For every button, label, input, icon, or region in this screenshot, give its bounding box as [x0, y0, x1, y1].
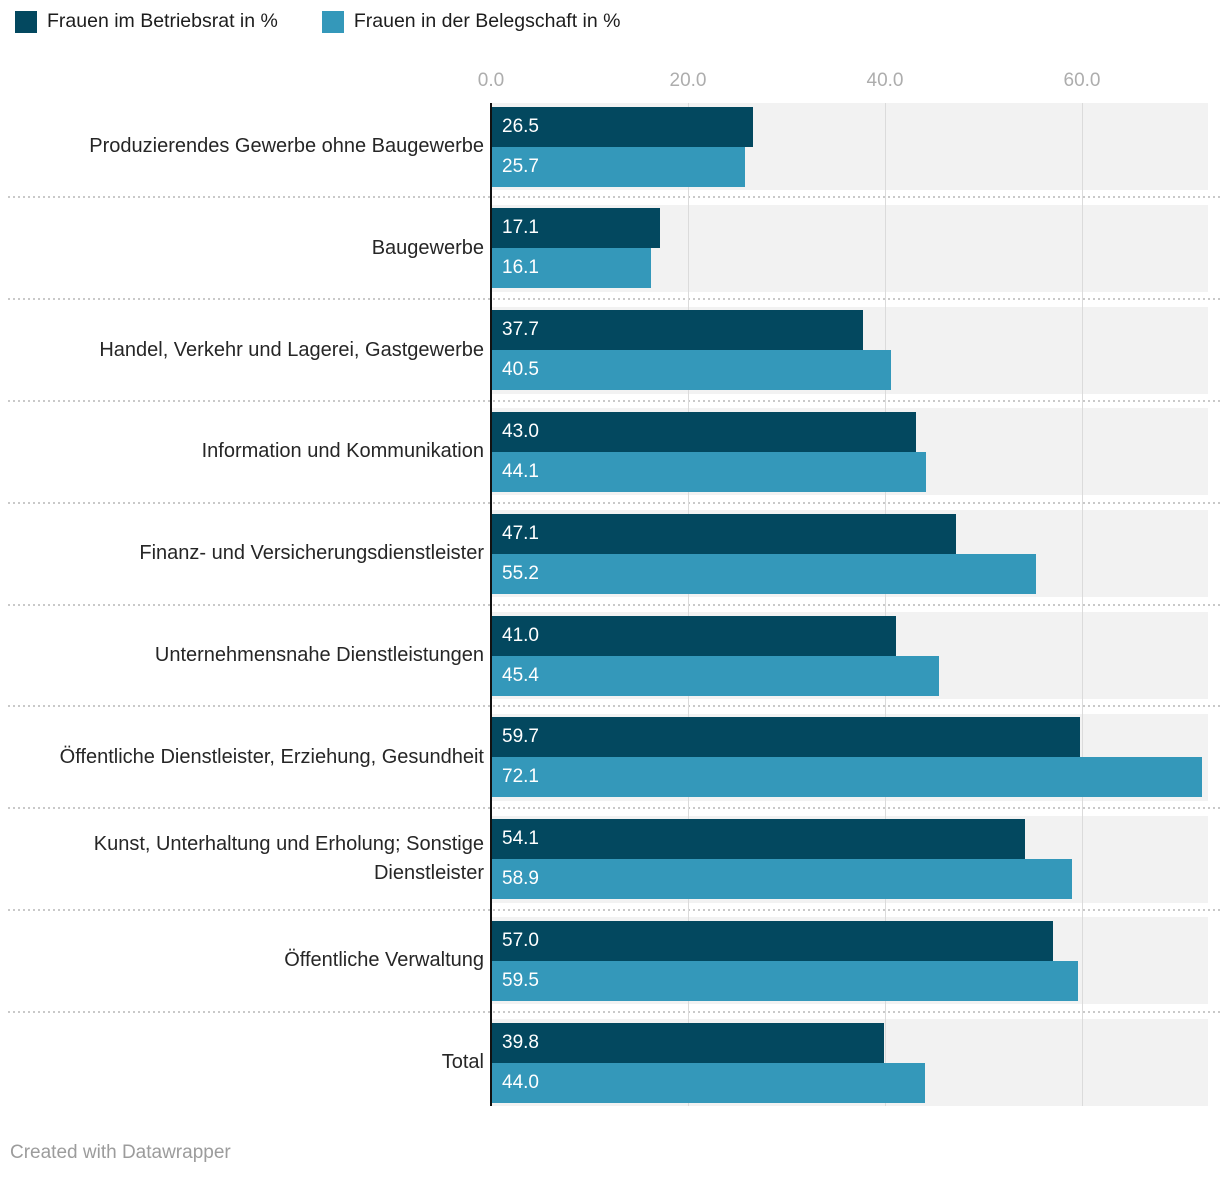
legend-swatch-belegschaft-icon: [321, 10, 344, 33]
bar-value-label: 55.2: [502, 562, 539, 584]
bar-betriebsrat: 57.0: [492, 920, 1053, 961]
row-separator: [8, 501, 1220, 504]
legend-item-betriebsrat: Frauen im Betriebsrat in %: [15, 10, 278, 33]
bar-betriebsrat: 54.1: [492, 819, 1025, 860]
bar-value-label: 54.1: [502, 828, 539, 850]
bar-value-label: 37.7: [502, 319, 539, 341]
bar-belegschaft: 16.1: [492, 248, 651, 289]
gridline: [688, 103, 689, 1107]
bar-value-label: 17.1: [502, 217, 539, 239]
category-label: Finanz- und Versicherungsdienstleister: [139, 542, 484, 565]
bar-value-label: 58.9: [502, 868, 539, 890]
bar-betriebsrat: 47.1: [492, 513, 956, 554]
bar-value-label: 41.0: [502, 624, 539, 646]
bar-value-label: 47.1: [502, 522, 539, 544]
category-label: Total: [441, 1051, 484, 1074]
datawrapper-attribution-link[interactable]: Created with Datawrapper: [10, 1142, 231, 1163]
bar-betriebsrat: 17.1: [492, 208, 660, 249]
bar-value-label: 25.7: [502, 155, 539, 177]
row-separator: [8, 400, 1220, 402]
x-axis-tick-label: 60.0: [1063, 70, 1101, 91]
x-axis-tick-label: 40.0: [866, 70, 904, 91]
axis-line: [490, 103, 492, 1107]
legend-label-belegschaft: Frauen in der Belegschaft in %: [353, 10, 621, 32]
plot-area: Produzierendes Gewerbe ohne Baugewerbe Ba…: [0, 103, 1220, 1107]
bar-value-label: 45.4: [502, 664, 539, 686]
bar-value-label: 26.5: [502, 115, 539, 137]
x-axis-tick-label: 0.0: [477, 70, 505, 91]
gridline: [885, 103, 886, 1107]
category-label: Produzierendes Gewerbe ohne Baugewerbe: [89, 135, 484, 157]
bar-value-label: 43.0: [502, 420, 539, 442]
legend-swatch-betriebsrat-icon: [15, 10, 37, 33]
legend: Frauen im Betriebsrat in % Frauen in der…: [15, 10, 621, 33]
row-separator: [8, 298, 1220, 301]
row-separator: [8, 196, 1220, 199]
bar-betriebsrat: 41.0: [492, 615, 896, 656]
category-label: Information und Kommunikation: [201, 440, 484, 463]
bar-value-label: 57.0: [502, 929, 539, 951]
bar-belegschaft: 45.4: [492, 655, 939, 696]
category-label: Öffentliche Verwaltung: [284, 949, 484, 972]
category-label: Öffentliche Dienstleister, Erziehung, Ge…: [59, 745, 484, 768]
row-separator: [8, 603, 1220, 606]
bar-betriebsrat: 26.5: [492, 106, 753, 147]
bar-belegschaft: 58.9: [492, 859, 1072, 900]
category-label: Baugewerbe: [371, 236, 484, 259]
bar-betriebsrat: 59.7: [492, 717, 1080, 758]
bar-value-label: 72.1: [502, 766, 539, 788]
bar-betriebsrat: 43.0: [492, 411, 916, 452]
bar-value-label: 59.5: [502, 969, 539, 991]
bar-value-label: 40.5: [502, 359, 539, 381]
legend-item-belegschaft: Frauen in der Belegschaft in %: [321, 10, 621, 33]
bar-belegschaft: 59.5: [492, 960, 1078, 1001]
bar-betriebsrat: 37.7: [492, 310, 863, 351]
bar-betriebsrat: 39.8: [492, 1022, 884, 1063]
x-axis-tick-label: 20.0: [669, 70, 707, 91]
row-separator: [8, 705, 1220, 708]
bar-value-label: 44.0: [502, 1071, 539, 1093]
bar-belegschaft: 72.1: [492, 757, 1202, 798]
bar-belegschaft: 25.7: [492, 146, 745, 187]
bar-value-label: 16.1: [502, 257, 539, 279]
gridline: [1082, 103, 1083, 1107]
category-label: Handel, Verkehr und Lagerei, Gastgewerbe: [99, 338, 484, 361]
row-separator: [8, 807, 1220, 810]
bar-belegschaft: 44.0: [492, 1062, 925, 1103]
bar-belegschaft: 55.2: [492, 553, 1036, 594]
x-axis: 0.0 20.0 40.0 60.0: [0, 70, 1220, 100]
bar-value-label: 44.1: [502, 460, 539, 482]
bar-value-label: 39.8: [502, 1031, 539, 1053]
bar-belegschaft: 40.5: [492, 350, 891, 391]
legend-label-betriebsrat: Frauen im Betriebsrat in %: [47, 10, 278, 32]
category-label: Kunst, Unterhaltung und Erholung; Sonsti…: [93, 833, 484, 885]
category-label: Unternehmensnahe Dienstleistungen: [154, 644, 484, 666]
row-separator: [8, 1010, 1220, 1013]
row-separator: [8, 909, 1220, 911]
bar-value-label: 59.7: [502, 726, 539, 748]
bar-belegschaft: 44.1: [492, 451, 926, 492]
